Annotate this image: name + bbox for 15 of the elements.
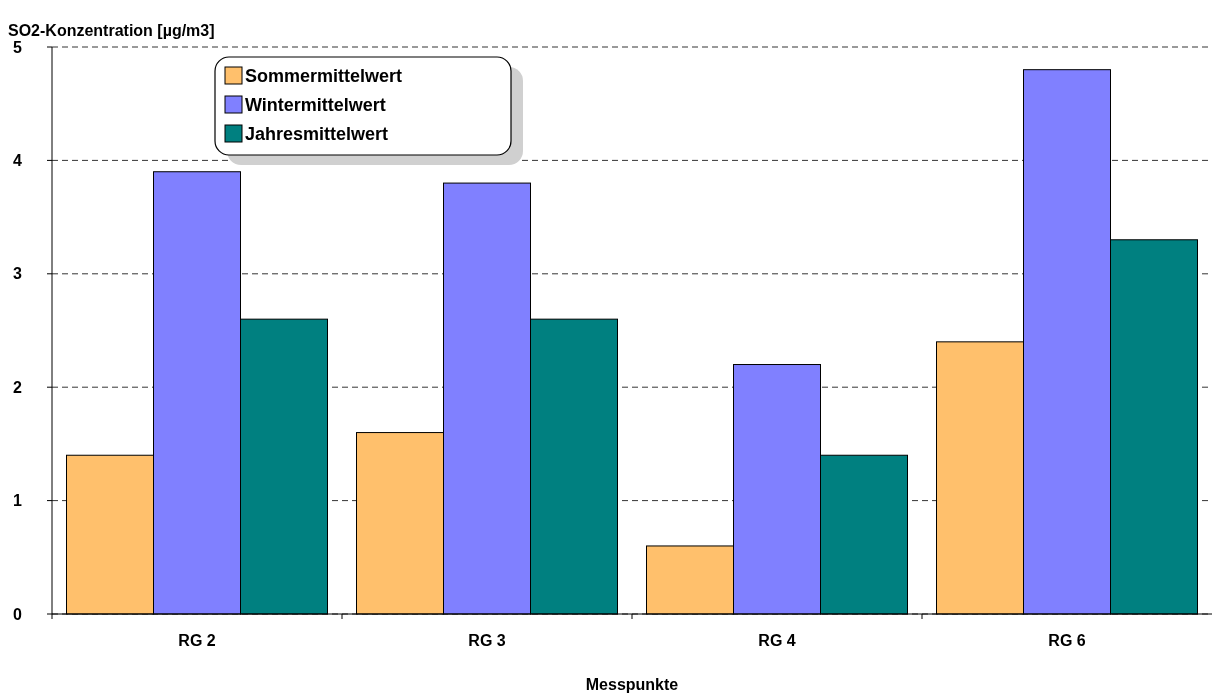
x-tick-label: RG 6: [1048, 632, 1086, 649]
y-axis-title: SO2-Konzentration [µg/m3]: [8, 22, 215, 39]
x-tick-label: RG 3: [468, 632, 506, 649]
x-axis-title: Messpunkte: [585, 676, 679, 693]
legend-label: Wintermittelwert: [245, 95, 386, 116]
x-tick-label: RG 2: [178, 632, 216, 649]
y-tick-label: 1: [13, 492, 23, 510]
x-tick-label: RG 4: [758, 632, 796, 649]
legend-label: Sommermittelwert: [245, 66, 403, 87]
y-tick-label: 4: [13, 152, 23, 169]
y-tick-label: 0: [13, 605, 23, 623]
legend-label: Jahresmittelwert: [245, 124, 389, 145]
y-tick-label: 2: [13, 378, 23, 396]
y-tick-label: 5: [13, 38, 23, 56]
y-tick-label: 3: [13, 265, 23, 283]
